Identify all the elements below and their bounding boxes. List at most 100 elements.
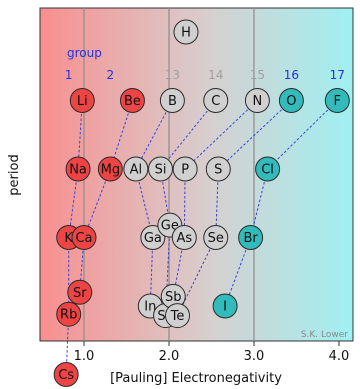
element-marker: Li [69, 88, 95, 113]
group-label: 1 [65, 68, 73, 82]
element-symbol: O [286, 94, 296, 109]
x-tick-label: 1.0 [74, 349, 95, 364]
element-symbol: Be [124, 94, 141, 109]
group-label: 13 [165, 68, 180, 82]
element-symbol: Sb [165, 290, 182, 305]
group-connection-line [184, 100, 258, 170]
element-symbol: K [64, 231, 73, 246]
element-circle [65, 156, 91, 182]
element-marker: As [171, 225, 197, 250]
element-marker: Al [123, 156, 149, 182]
group-label: 2 [107, 68, 115, 82]
element-marker: Be [119, 88, 145, 113]
element-marker: B [159, 88, 185, 113]
element-symbol: Li [77, 94, 88, 109]
group-connection-line [217, 100, 292, 170]
group-label: 14 [208, 68, 223, 82]
element-symbol: In [144, 300, 156, 315]
x-tick-label: 3.0 [244, 349, 265, 364]
element-circle [172, 156, 198, 182]
group-connection-line [160, 100, 217, 170]
element-symbol: Te [170, 309, 185, 324]
element-circle [148, 156, 173, 182]
element-circle [238, 225, 264, 250]
element-marker: Cl [255, 156, 281, 182]
element-circle [171, 225, 197, 250]
element-symbol: Se [208, 231, 224, 246]
element-marker: Br [238, 225, 264, 250]
element-marker: S [205, 156, 231, 182]
element-circle [97, 156, 123, 182]
element-circle [69, 88, 95, 113]
element-circle [203, 225, 229, 250]
element-symbol: Rb [60, 308, 77, 323]
element-marker: H [173, 19, 199, 45]
element-marker: Na [65, 156, 91, 182]
element-symbol: C [211, 94, 220, 109]
plot-background [39, 7, 354, 342]
element-symbol: Sr [73, 286, 87, 301]
element-symbol: F [334, 94, 341, 109]
credit-annotation: S.K. Lower [301, 330, 348, 340]
element-marker: O [278, 88, 304, 113]
x-tick-label: 2.0 [159, 349, 180, 364]
group-connection-line [83, 168, 111, 238]
element-marker: Te [165, 303, 190, 329]
group-label: 16 [284, 68, 299, 82]
element-marker: Ga [140, 225, 166, 250]
element-marker: Si [148, 156, 173, 182]
element-symbol: N [253, 94, 263, 109]
element-symbol: B [168, 94, 177, 109]
element-circle [173, 19, 199, 45]
group-connection-line [267, 100, 338, 170]
element-circle [123, 156, 149, 182]
element-circle [53, 362, 79, 387]
element-circle [244, 88, 270, 113]
element-marker: C [203, 88, 229, 113]
element-marker: Mg [97, 156, 123, 182]
element-symbol: Br [243, 231, 258, 246]
element-marker: P [172, 156, 198, 182]
group-labels: group 1 2 13 14 15 16 17 [65, 46, 345, 82]
group-label: 17 [330, 68, 345, 82]
element-marker: N [244, 88, 270, 113]
element-marker: Ca [71, 225, 97, 250]
element-marker: F [324, 88, 350, 113]
element-circle [203, 88, 229, 113]
element-symbol: Cl [261, 163, 274, 178]
element-circle [212, 293, 238, 319]
element-symbol: As [176, 231, 192, 246]
group-connection-line [135, 100, 173, 170]
element-symbol: H [181, 26, 191, 41]
element-circle [205, 156, 231, 182]
element-symbol: Mg [101, 163, 120, 178]
element-symbol: Al [130, 163, 143, 178]
element-circle [165, 303, 190, 329]
element-marker: I [212, 293, 238, 319]
element-symbol: Ga [144, 231, 162, 246]
element-circle [119, 88, 145, 113]
element-symbol: I [223, 300, 227, 315]
element-symbol: P [181, 163, 189, 178]
element-circle [140, 225, 166, 250]
element-marker: Sr [67, 279, 93, 305]
y-axis-title: period [7, 154, 22, 195]
element-marker: Rb [56, 301, 82, 327]
element-circle [278, 88, 304, 113]
element-marker: Cs [53, 362, 79, 387]
x-tick-label: 4.0 [329, 349, 350, 364]
element-marker: Se [203, 225, 229, 250]
group-label: 15 [250, 68, 265, 82]
element-symbol: Ca [75, 231, 92, 246]
element-marker: Sb [160, 283, 186, 309]
element-symbol: Si [155, 163, 167, 178]
group-connection-line [165, 225, 171, 316]
group-header-label: group [67, 46, 102, 60]
element-symbol: S [214, 163, 222, 178]
element-symbol: Cs [58, 368, 74, 383]
element-circle [255, 156, 281, 182]
element-circle [56, 301, 82, 327]
element-circle [71, 225, 97, 250]
